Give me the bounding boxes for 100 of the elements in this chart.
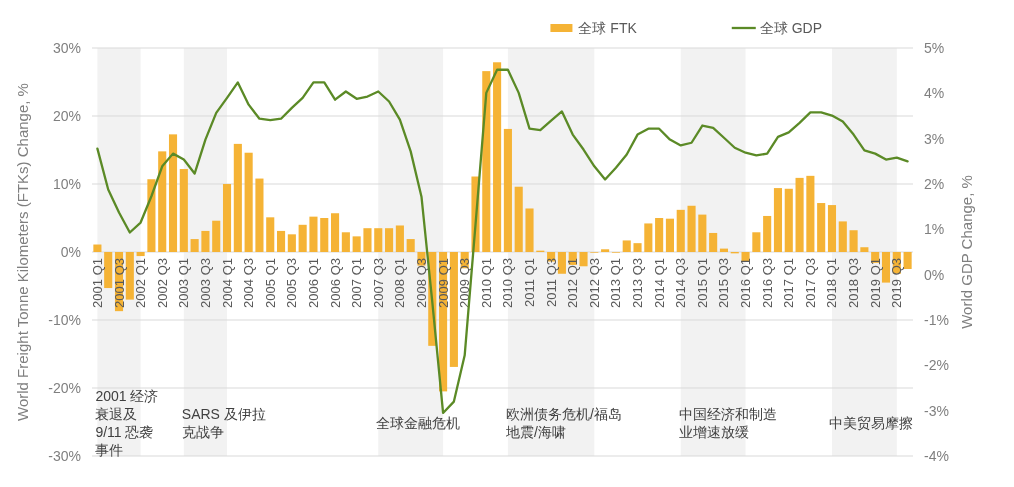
bar xyxy=(136,252,145,257)
bar xyxy=(212,220,221,252)
bar xyxy=(449,252,458,367)
bar xyxy=(557,252,566,274)
bar xyxy=(104,252,113,289)
x-tick-label: 2008 Q3 xyxy=(413,258,429,308)
y-tick-label: -10% xyxy=(48,312,81,328)
bar xyxy=(644,223,653,252)
bar xyxy=(860,247,869,252)
x-tick-label: 2005 Q3 xyxy=(284,258,300,308)
y-tick-label: -30% xyxy=(48,448,81,464)
x-tick-label: 2006 Q1 xyxy=(305,258,321,308)
x-tick-label: 2007 Q3 xyxy=(370,258,386,308)
bar xyxy=(309,216,318,252)
x-tick-label: 2001 Q3 xyxy=(111,258,127,308)
y-tick-label: 0% xyxy=(60,244,81,260)
bar xyxy=(806,175,815,252)
bar xyxy=(622,240,631,252)
x-tick-label: 2005 Q1 xyxy=(262,258,278,308)
x-tick-label: 2009 Q1 xyxy=(435,258,451,308)
bar xyxy=(849,230,858,252)
x-tick-label: 2003 Q3 xyxy=(197,258,213,308)
bar xyxy=(266,217,275,252)
band-label: 全球金融危机 xyxy=(376,415,461,431)
bar xyxy=(331,213,340,252)
x-tick-label: 2016 Q3 xyxy=(759,258,775,308)
bar xyxy=(255,178,264,252)
bar xyxy=(190,239,199,252)
x-tick-label: 2012 Q1 xyxy=(565,258,581,308)
bar xyxy=(125,252,134,300)
bar xyxy=(763,215,772,252)
y-axis-title: World Freight Tonne Kilometers (FTKs) Change, % xyxy=(13,83,31,421)
band-label: 欧洲债务危机/福岛地震/海啸 xyxy=(504,406,622,440)
legend-label: 全球 GDP xyxy=(759,20,823,36)
bar xyxy=(838,221,847,252)
bar xyxy=(795,177,804,252)
band-label: 中美贸易摩擦 xyxy=(829,415,913,431)
x-tick-label: 2018 Q1 xyxy=(824,258,840,308)
x-tick-label: 2013 Q3 xyxy=(630,258,646,308)
bar xyxy=(406,239,415,252)
x-tick-label: 2002 Q1 xyxy=(133,258,149,308)
x-tick-label: 2011 Q3 xyxy=(543,258,559,307)
bar xyxy=(233,143,242,252)
y2-tick-label: -2% xyxy=(924,357,949,374)
bar xyxy=(773,188,783,252)
y-tick-label: 30% xyxy=(52,40,81,56)
bar xyxy=(179,169,188,252)
bar xyxy=(698,214,707,252)
bar xyxy=(784,188,793,252)
bar xyxy=(687,205,696,252)
x-tick-label: 2004 Q3 xyxy=(241,258,257,308)
band-label: 2001 经济衰退及9/11 恐袭事件 xyxy=(95,388,159,458)
bar xyxy=(676,209,685,252)
y2-tick-label: 0% xyxy=(924,266,945,283)
y2-tick-label: 1% xyxy=(924,221,945,238)
bar xyxy=(827,205,837,252)
x-tick-label: 2019 Q1 xyxy=(867,258,883,308)
bar xyxy=(601,249,610,252)
bar xyxy=(158,151,167,252)
bar xyxy=(881,252,891,283)
y2-tick-label: 3% xyxy=(924,130,945,147)
bar xyxy=(633,243,642,252)
x-tick-label: 2017 Q1 xyxy=(781,258,797,308)
bar xyxy=(709,232,718,252)
x-tick-label: 2015 Q3 xyxy=(716,258,732,308)
bar xyxy=(168,134,178,252)
bar xyxy=(374,228,383,252)
bar xyxy=(493,62,502,252)
x-tick-label: 2014 Q1 xyxy=(651,258,667,308)
bar xyxy=(579,252,588,267)
bar xyxy=(752,232,761,252)
bar xyxy=(395,225,404,252)
bar xyxy=(277,230,286,252)
bar xyxy=(385,228,394,252)
x-tick-label: 2006 Q3 xyxy=(327,258,343,308)
bar xyxy=(244,152,253,252)
x-tick-label: 2014 Q3 xyxy=(673,258,689,308)
bar xyxy=(514,186,523,252)
x-tick-label: 2004 Q1 xyxy=(219,258,235,308)
x-tick-label: 2007 Q1 xyxy=(349,258,365,308)
bar xyxy=(298,224,307,252)
x-tick-label: 2017 Q3 xyxy=(802,258,818,308)
bar xyxy=(93,244,102,252)
bar xyxy=(525,208,534,252)
x-tick-label: 2008 Q1 xyxy=(392,258,408,308)
x-tick-label: 2016 Q1 xyxy=(738,258,754,308)
x-tick-label: 2003 Q1 xyxy=(176,258,192,308)
y2-tick-label: -1% xyxy=(924,312,949,328)
band-label: SARS 及伊拉克战争 xyxy=(181,406,266,440)
bar xyxy=(363,228,372,252)
bar xyxy=(352,236,361,252)
bar xyxy=(222,184,232,252)
x-tick-label: 2018 Q3 xyxy=(846,258,862,308)
bar xyxy=(147,179,156,252)
x-tick-label: 2001 Q1 xyxy=(89,258,105,308)
bar xyxy=(817,203,826,252)
x-tick-label: 2010 Q1 xyxy=(478,258,494,308)
bar xyxy=(665,218,674,252)
x-tick-label: 2019 Q3 xyxy=(889,258,905,308)
legend-label: 全球 FTK xyxy=(578,20,638,36)
